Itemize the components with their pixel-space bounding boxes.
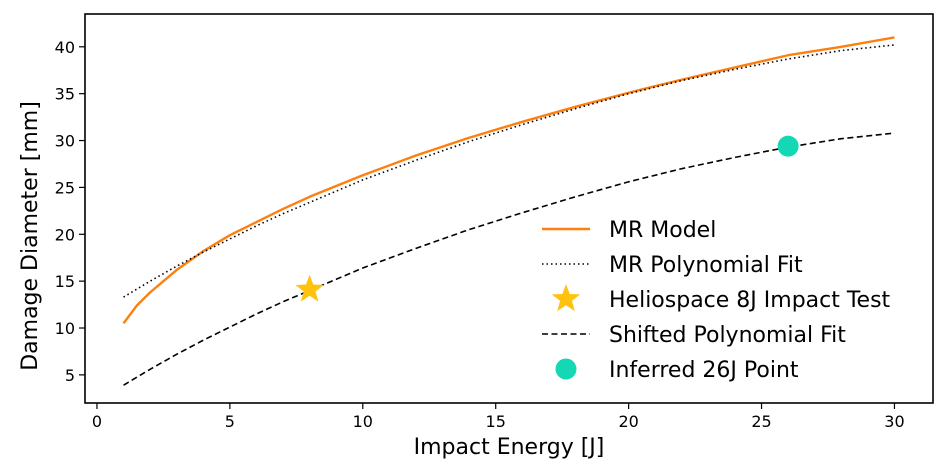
mr-model-line bbox=[122, 36, 895, 325]
y-tick-label: 10 bbox=[55, 319, 75, 338]
legend-mr-model-label: MR Model bbox=[609, 218, 716, 243]
x-tick-label: 5 bbox=[225, 412, 235, 431]
legend: MR Model MR Polynomial Fit Heliospace 8J I… bbox=[542, 218, 891, 383]
y-axis-label: Damage Diameter [mm] bbox=[18, 101, 43, 371]
x-tick-label: 30 bbox=[884, 412, 904, 431]
markers-layer bbox=[295, 135, 799, 302]
x-axis-label: Impact Energy [J] bbox=[414, 435, 605, 460]
legend-shifted-polynomial-fit-label: Shifted Polynomial Fit bbox=[609, 323, 846, 348]
y-tick-label: 20 bbox=[55, 225, 75, 244]
heliospace-8j-impact-test-marker bbox=[295, 274, 324, 302]
x-tick-label: 20 bbox=[618, 412, 638, 431]
y-tick-label: 25 bbox=[55, 178, 75, 197]
y-tick-label: 40 bbox=[55, 38, 75, 57]
y-tick-label: 30 bbox=[55, 132, 75, 151]
legend-inferred-26j-point-swatch bbox=[555, 358, 577, 380]
x-tick-label: 10 bbox=[353, 412, 373, 431]
legend-heliospace-8j-impact-test-label: Heliospace 8J Impact Test bbox=[609, 288, 891, 313]
legend-heliospace-8j-impact-test-swatch bbox=[551, 284, 581, 312]
y-axis: 5 10 15 20 25 30 35 40 bbox=[55, 38, 85, 385]
x-axis: 0 5 10 15 20 25 30 bbox=[92, 403, 905, 431]
x-tick-label: 15 bbox=[486, 412, 506, 431]
plot-frame bbox=[84, 13, 934, 404]
inferred-26j-point-marker bbox=[777, 135, 799, 157]
legend-mr-polynomial-fit-label: MR Polynomial Fit bbox=[609, 253, 803, 278]
x-tick-label: 0 bbox=[92, 412, 102, 431]
shifted-polynomial-fit-line bbox=[123, 132, 895, 386]
legend-inferred-26j-point-label: Inferred 26J Point bbox=[609, 358, 799, 383]
series-layer bbox=[122, 36, 895, 386]
y-tick-label: 15 bbox=[55, 272, 75, 291]
y-tick-label: 5 bbox=[65, 366, 75, 385]
x-tick-label: 25 bbox=[751, 412, 771, 431]
y-tick-label: 35 bbox=[55, 85, 75, 104]
